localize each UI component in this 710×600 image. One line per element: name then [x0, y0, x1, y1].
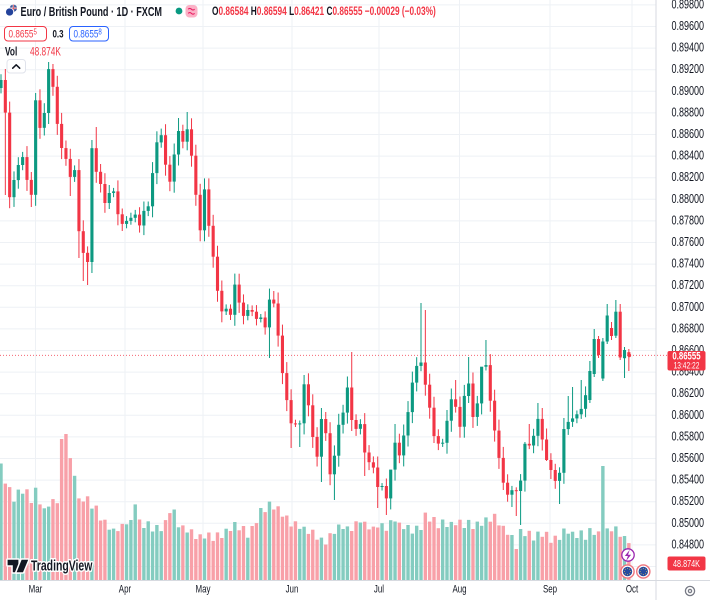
svg-text:0.86800: 0.86800 — [671, 322, 704, 336]
svg-text:0.85000: 0.85000 — [671, 516, 704, 530]
svg-text:13:42:22: 13:42:22 — [674, 360, 700, 370]
svg-text:0.89800: 0.89800 — [671, 0, 704, 12]
svg-text:Jul: Jul — [374, 583, 384, 596]
svg-text:0.85600: 0.85600 — [671, 452, 704, 466]
svg-text:0.87800: 0.87800 — [671, 214, 704, 228]
svg-text:Aug: Aug — [452, 583, 466, 596]
svg-text:Mar: Mar — [29, 583, 43, 596]
svg-text:0.86200: 0.86200 — [671, 387, 704, 401]
svg-text:48.874K: 48.874K — [30, 46, 61, 59]
svg-text:Euro / British Pound · 1D · FX: Euro / British Pound · 1D · FXCM — [21, 6, 163, 20]
svg-text:Sep: Sep — [543, 583, 557, 596]
svg-text:0.84800: 0.84800 — [671, 538, 704, 552]
svg-text:0.89600: 0.89600 — [671, 20, 704, 34]
svg-text:0.89000: 0.89000 — [671, 84, 704, 98]
svg-text:0.87000: 0.87000 — [671, 300, 704, 314]
svg-text:0.88800: 0.88800 — [671, 106, 704, 120]
svg-text:0.85400: 0.85400 — [671, 473, 704, 487]
svg-text:0.87400: 0.87400 — [671, 257, 704, 271]
svg-text:TradingView: TradingView — [31, 558, 93, 574]
svg-text:0.89400: 0.89400 — [671, 41, 704, 55]
svg-text:Apr: Apr — [119, 583, 132, 596]
svg-text:0.87600: 0.87600 — [671, 236, 704, 250]
svg-text:0.87200: 0.87200 — [671, 279, 704, 293]
svg-text:0.89200: 0.89200 — [671, 63, 704, 77]
svg-text:0.86000: 0.86000 — [671, 408, 704, 422]
svg-text:May: May — [195, 583, 210, 596]
svg-text:0.86555: 0.86555 — [672, 349, 700, 362]
svg-text:0.88000: 0.88000 — [671, 192, 704, 206]
svg-text:0.88400: 0.88400 — [671, 149, 704, 163]
svg-text:0.3: 0.3 — [53, 28, 64, 41]
svg-text:48.874K: 48.874K — [673, 558, 700, 569]
svg-text:0.88600: 0.88600 — [671, 128, 704, 142]
svg-text:O0.86584 H0.86594 L0.86421 C0.: O0.86584 H0.86594 L0.86421 C0.86555 −0.0… — [212, 6, 436, 19]
svg-text:Vol: Vol — [5, 46, 17, 59]
svg-text:0.86555: 0.86555 — [9, 26, 37, 40]
svg-text:Jun: Jun — [286, 583, 299, 596]
svg-text:0.88200: 0.88200 — [671, 171, 704, 185]
svg-text:Oct: Oct — [626, 583, 639, 596]
svg-text:0.85200: 0.85200 — [671, 495, 704, 509]
svg-text:0.86558: 0.86558 — [73, 26, 101, 40]
svg-text:0.85800: 0.85800 — [671, 430, 704, 444]
